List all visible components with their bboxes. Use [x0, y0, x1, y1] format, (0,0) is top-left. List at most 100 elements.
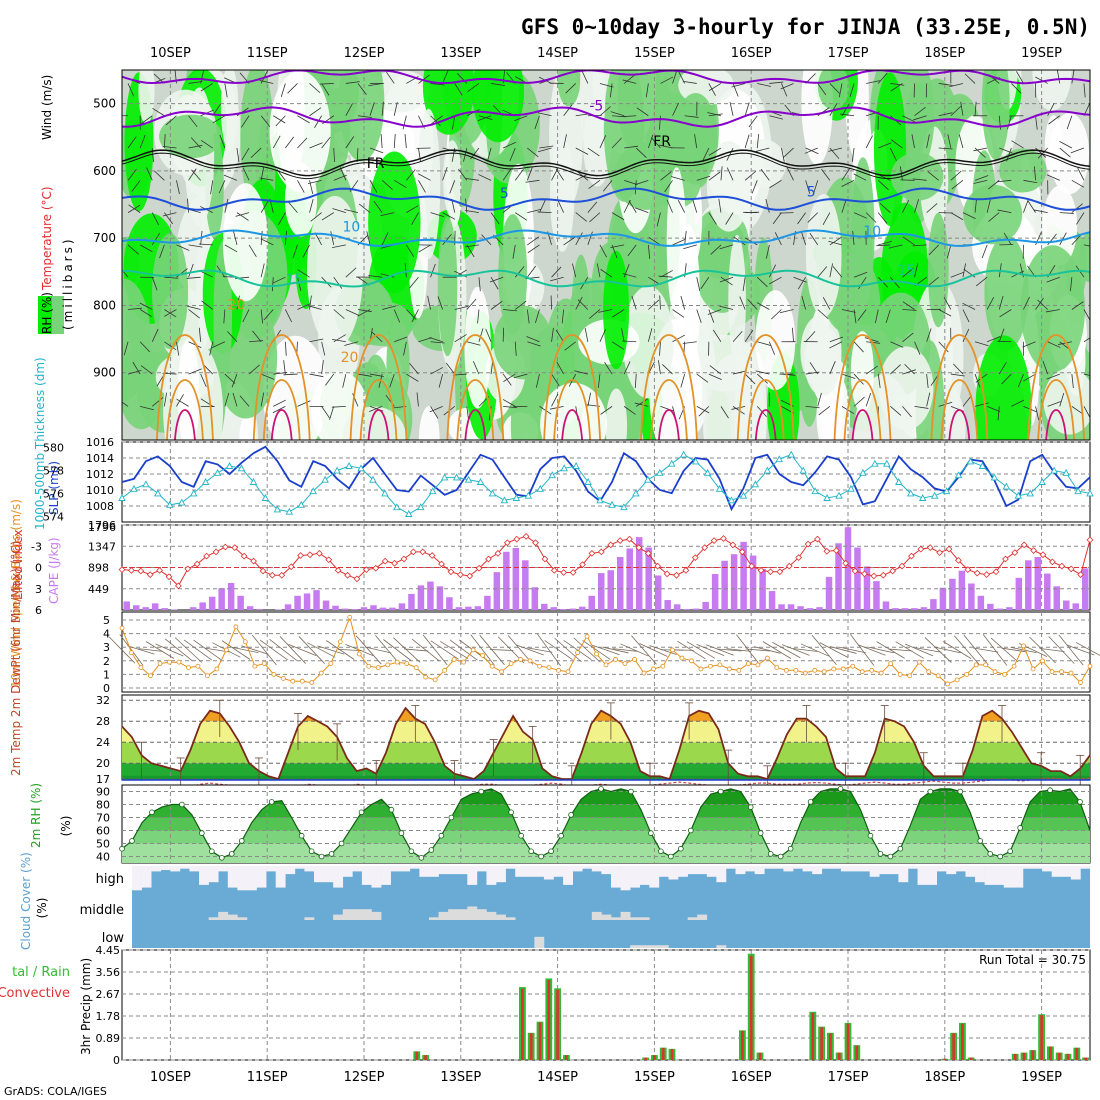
cloud-high-clear: [227, 866, 238, 888]
pressure-tick-label: 700: [93, 231, 116, 245]
wind-barb: [950, 105, 962, 117]
wind-barb: [198, 243, 213, 246]
cloud-high-clear: [534, 866, 545, 877]
date-tick-top: 13SEP: [440, 46, 481, 61]
wind-barb: [1046, 373, 1060, 380]
precip-convective-bar: [538, 1022, 542, 1060]
wind-barb: [449, 180, 456, 194]
precip-convective-bar: [529, 1033, 533, 1060]
wind-speed-point: [527, 658, 533, 664]
rh-blob: [498, 214, 528, 335]
thickness-tick-label: 580: [43, 442, 64, 455]
lifted-index-point: [616, 537, 624, 544]
cloud-cell: [591, 911, 602, 920]
wind-barb: [731, 83, 746, 88]
wind-barb: [357, 83, 367, 95]
rh-point: [538, 853, 544, 860]
wind-barb: [309, 142, 323, 149]
wind-speed-point: [1049, 669, 1055, 675]
rh-point: [548, 848, 554, 855]
wind-barb: [694, 134, 698, 149]
cape-bar: [322, 600, 330, 610]
thickness-point: [381, 489, 389, 497]
wind-speed-point: [442, 667, 448, 673]
wind-barb: [127, 136, 137, 149]
wind-barb: [719, 276, 734, 283]
cloud-high-clear: [1061, 866, 1072, 877]
precip-convective-bar: [952, 1033, 955, 1060]
lifted-index-point: [955, 557, 962, 564]
wind-barb: [278, 212, 286, 225]
cape-tick-label: 1796: [88, 519, 116, 532]
wind-barb: [188, 244, 203, 248]
wind-barb: [829, 263, 833, 278]
cape-bar: [1063, 600, 1070, 610]
wind-barb: [551, 393, 559, 407]
thickness-point: [488, 489, 497, 497]
cloud-high-clear: [371, 866, 382, 888]
cape-bar: [360, 607, 368, 610]
wind-barb: [321, 406, 330, 419]
wind-barb: [732, 370, 747, 375]
wind-barb: [309, 198, 314, 213]
lifted-index-point: [494, 549, 502, 557]
cape-bar: [854, 547, 861, 610]
wind-barb: [366, 231, 371, 246]
wind-barb: [155, 643, 184, 657]
wind-barb: [772, 212, 782, 225]
date-tick-bottom: 14SEP: [537, 1070, 578, 1085]
wind-barb: [430, 640, 459, 660]
cape-bar: [1006, 607, 1013, 610]
lifted-index-point: [231, 544, 239, 552]
temperature-contour: [122, 152, 1090, 180]
wind-barb: [599, 135, 607, 149]
lifted-index-point: [212, 548, 220, 556]
date-tick-top: 17SEP: [828, 46, 869, 61]
wind-tick-label: 2: [103, 655, 110, 668]
wind-barb: [1076, 212, 1085, 225]
rh-blob: [437, 216, 458, 357]
rh-point: [658, 848, 664, 855]
wind-barb: [726, 167, 734, 181]
wind-barb: [284, 341, 287, 356]
cape-bar: [816, 607, 823, 610]
rh-point: [228, 851, 235, 857]
wind-barb: [478, 174, 492, 181]
wind-speed-point: [717, 662, 723, 668]
wind-barb: [248, 364, 260, 375]
wind-barb: [325, 373, 335, 386]
precip-convective-bar: [758, 1052, 762, 1060]
wind-barb: [853, 212, 868, 219]
wind-barb: [610, 111, 625, 117]
wind-barb: [514, 266, 525, 278]
upper-air-wind-barbs: [122, 70, 1090, 421]
wind-barb: [356, 148, 359, 163]
wind-barb: [345, 267, 357, 278]
wind-barb: [639, 643, 668, 657]
wind-barb: [164, 212, 174, 225]
lifted-index-point: [569, 569, 577, 576]
wind-barb: [345, 644, 374, 656]
wind-speed-point: [318, 670, 324, 676]
wind-barb: [477, 309, 480, 324]
temperature-contour: [650, 379, 688, 440]
wind-barb: [610, 244, 625, 249]
slp-tick-label: 1012: [86, 468, 114, 481]
thickness-point: [142, 480, 150, 488]
rh-point: [568, 812, 574, 818]
wind-barb: [853, 271, 868, 278]
wind-barb: [990, 637, 1019, 663]
wind-barb: [874, 309, 879, 324]
cape-bar: [569, 608, 577, 610]
temperature-contour: [948, 409, 971, 440]
wind-barb: [478, 328, 484, 342]
wind-barb: [241, 645, 269, 655]
lifted-index-point: [268, 571, 276, 579]
cape-bar: [664, 600, 671, 610]
rh-point: [887, 853, 894, 860]
wind-barb: [648, 236, 661, 246]
wind-speed-point: [660, 663, 666, 669]
cape-bar: [749, 555, 757, 610]
cloud-high-clear: [352, 866, 363, 872]
wind-barb: [159, 244, 165, 259]
